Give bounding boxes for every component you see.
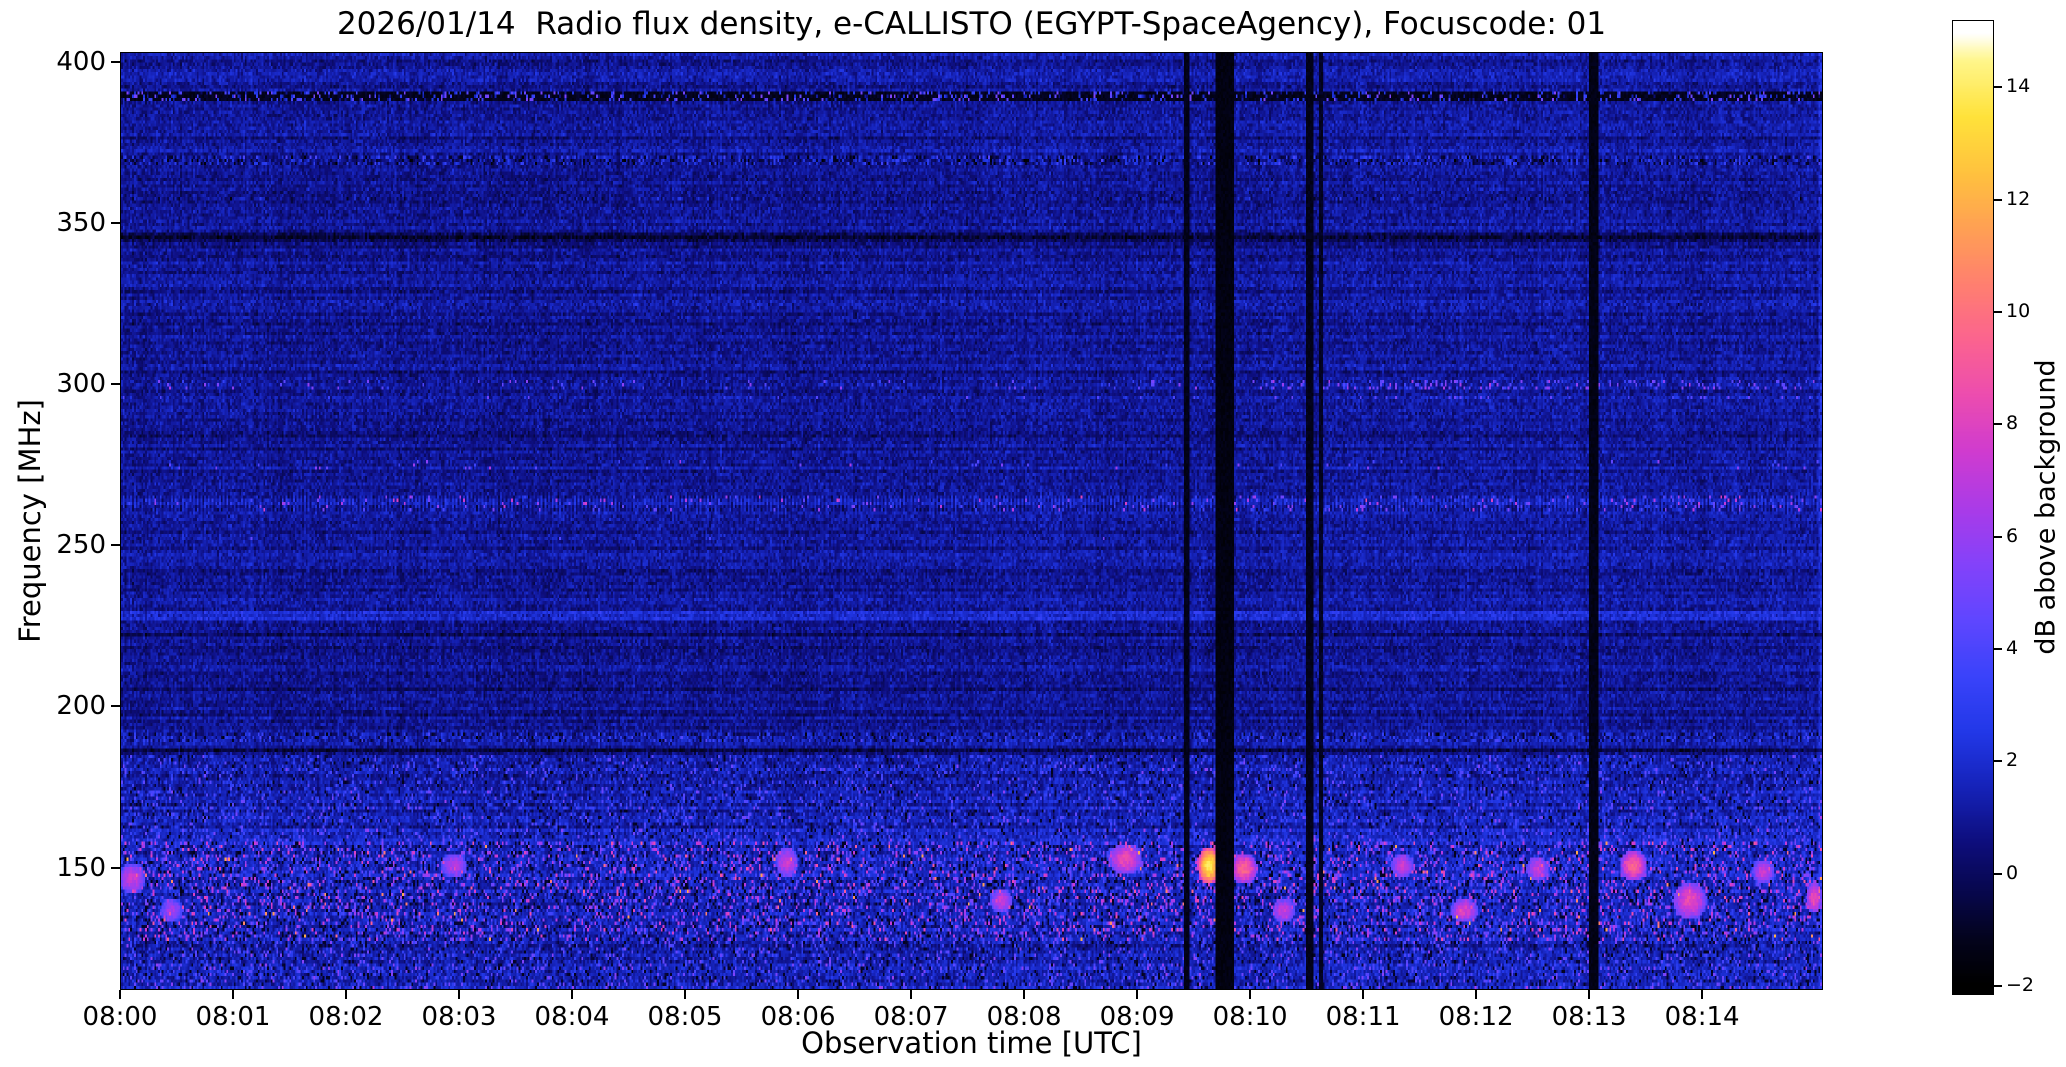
y-tick-mark xyxy=(111,705,120,708)
colorbar-tick-label: 8 xyxy=(2006,412,2019,435)
colorbar-label: dB above background xyxy=(2030,359,2062,655)
x-tick-label: 08:10 xyxy=(1212,1002,1288,1032)
x-tick-mark xyxy=(1588,990,1591,999)
x-tick-mark xyxy=(571,990,574,999)
spectrogram-plot-area xyxy=(120,52,1823,990)
x-tick-mark xyxy=(1249,990,1252,999)
x-axis-label: Observation time [UTC] xyxy=(801,1026,1142,1060)
y-tick-label: 200 xyxy=(56,691,106,722)
colorbar-gradient-canvas xyxy=(1953,21,1993,994)
colorbar-tick-label: 2 xyxy=(2006,749,2019,772)
spectrogram-heatmap-canvas xyxy=(121,53,1822,989)
colorbar-tick-label: 6 xyxy=(2006,524,2019,547)
y-tick-mark xyxy=(111,383,120,385)
colorbar-tick-label: 10 xyxy=(2006,300,2031,323)
colorbar xyxy=(1952,20,1994,995)
x-tick-label: 08:02 xyxy=(308,1002,384,1032)
y-tick-mark xyxy=(111,60,120,63)
y-axis-label: Frequency [MHz] xyxy=(13,399,47,643)
y-tick-label: 350 xyxy=(56,207,106,238)
x-tick-label: 08:07 xyxy=(873,1002,949,1032)
y-tick-label: 250 xyxy=(56,530,106,561)
x-tick-mark xyxy=(1362,990,1365,999)
colorbar-tick-mark xyxy=(1994,423,2002,426)
x-tick-mark xyxy=(458,990,461,999)
colorbar-tick-mark xyxy=(1994,760,2002,763)
x-tick-label: 08:03 xyxy=(421,1002,497,1032)
colorbar-tick-mark xyxy=(1994,311,2002,314)
colorbar-tick-label: −2 xyxy=(2006,974,2035,996)
x-tick-label: 08:13 xyxy=(1551,1002,1627,1032)
x-tick-mark xyxy=(1023,990,1026,999)
x-tick-label: 08:14 xyxy=(1664,1002,1740,1032)
y-tick-mark xyxy=(111,544,120,547)
x-tick-label: 08:04 xyxy=(534,1002,610,1032)
x-tick-mark xyxy=(345,990,347,999)
colorbar-tick-mark xyxy=(1994,985,2002,987)
colorbar-tick-label: 12 xyxy=(2006,187,2031,210)
x-tick-mark xyxy=(797,990,800,999)
chart-title: 2026/01/14 Radio flux density, e-CALLIST… xyxy=(336,6,1607,42)
x-tick-label: 08:00 xyxy=(82,1002,158,1032)
x-tick-mark xyxy=(232,990,234,999)
x-tick-label: 08:01 xyxy=(195,1002,271,1032)
x-tick-mark xyxy=(119,990,121,999)
y-tick-label: 400 xyxy=(56,46,106,77)
colorbar-tick-mark xyxy=(1994,648,2002,651)
colorbar-tick-label: 0 xyxy=(2006,861,2019,884)
x-tick-mark xyxy=(684,990,687,999)
x-tick-label: 08:05 xyxy=(647,1002,723,1032)
y-tick-label: 300 xyxy=(56,369,106,399)
colorbar-tick-mark xyxy=(1994,86,2002,89)
x-tick-mark xyxy=(910,990,913,999)
colorbar-tick-label: 14 xyxy=(2006,75,2031,98)
x-tick-mark xyxy=(1136,990,1139,999)
x-tick-label: 08:11 xyxy=(1325,1002,1401,1032)
y-tick-mark xyxy=(111,866,120,869)
colorbar-tick-label: 4 xyxy=(2006,637,2019,660)
colorbar-tick-mark xyxy=(1994,535,2002,538)
x-tick-label: 08:12 xyxy=(1438,1002,1514,1032)
colorbar-tick-mark xyxy=(1994,198,2002,201)
y-tick-label: 150 xyxy=(56,852,106,883)
y-tick-mark xyxy=(111,221,120,224)
x-tick-label: 08:08 xyxy=(986,1002,1062,1032)
colorbar-tick-mark xyxy=(1994,872,2002,875)
x-tick-mark xyxy=(1475,990,1478,999)
x-tick-label: 08:09 xyxy=(1099,1002,1175,1032)
x-tick-label: 08:06 xyxy=(760,1002,836,1032)
x-tick-mark xyxy=(1701,990,1704,999)
